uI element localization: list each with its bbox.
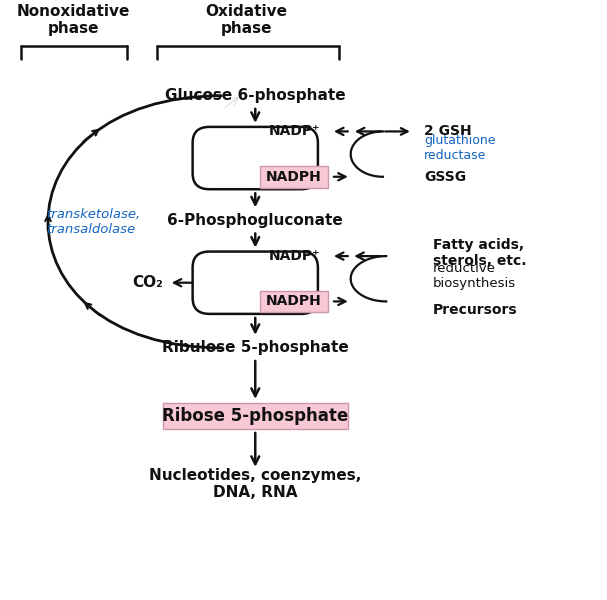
- Text: NADPH: NADPH: [266, 295, 322, 308]
- FancyBboxPatch shape: [260, 290, 328, 312]
- Text: Oxidative
phase: Oxidative phase: [205, 4, 287, 36]
- FancyBboxPatch shape: [260, 166, 328, 188]
- Text: glutathione
reductase: glutathione reductase: [424, 134, 495, 163]
- FancyBboxPatch shape: [163, 403, 348, 429]
- Text: reductive
biosynthesis: reductive biosynthesis: [433, 262, 516, 290]
- Text: NADPH: NADPH: [266, 170, 322, 184]
- Text: Nucleotides, coenzymes,
DNA, RNA: Nucleotides, coenzymes, DNA, RNA: [149, 467, 361, 500]
- Text: GSSG: GSSG: [424, 170, 466, 184]
- Text: Ribose 5-phosphate: Ribose 5-phosphate: [162, 407, 348, 425]
- Text: 2 GSH: 2 GSH: [424, 124, 472, 139]
- Text: NADP⁺: NADP⁺: [268, 124, 320, 139]
- Text: Ribulose 5-phosphate: Ribulose 5-phosphate: [162, 340, 348, 355]
- Text: CO₂: CO₂: [132, 275, 163, 290]
- Text: Precursors: Precursors: [433, 303, 517, 317]
- Text: Glucose 6-phosphate: Glucose 6-phosphate: [165, 88, 345, 103]
- Text: NADP⁺: NADP⁺: [268, 249, 320, 263]
- Text: Fatty acids,
sterols, etc.: Fatty acids, sterols, etc.: [433, 238, 526, 268]
- Text: transketolase,
transaldolase: transketolase, transaldolase: [47, 208, 141, 236]
- Text: Nonoxidative
phase: Nonoxidative phase: [16, 4, 130, 36]
- Text: 6-Phosphogluconate: 6-Phosphogluconate: [168, 213, 343, 228]
